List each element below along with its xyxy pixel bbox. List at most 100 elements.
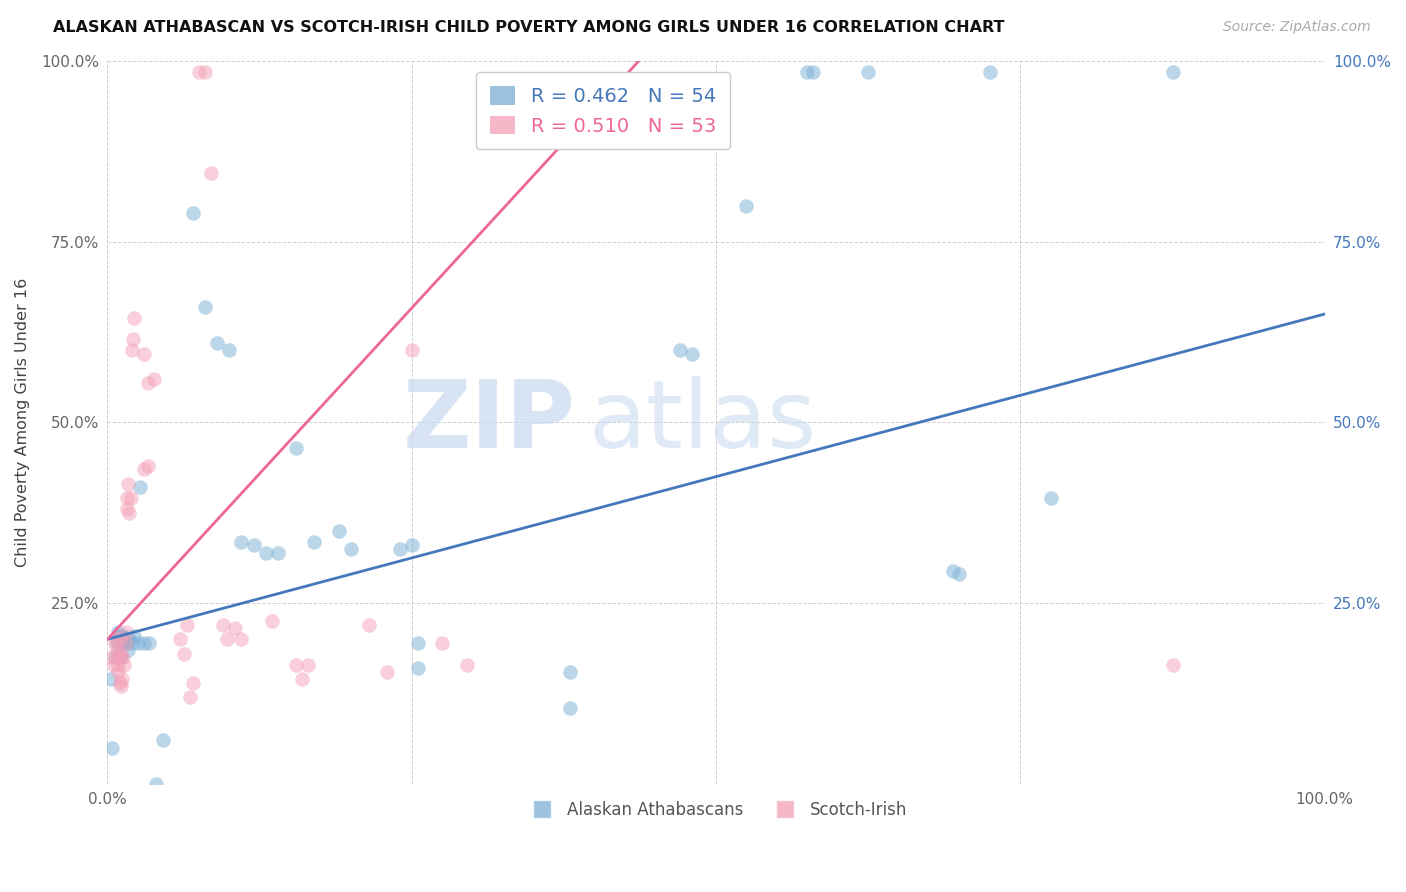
Text: ZIP: ZIP — [404, 376, 576, 468]
Point — [359, 617, 381, 632]
Point — [108, 650, 131, 665]
Point — [112, 629, 135, 643]
Point — [107, 632, 129, 647]
Point — [942, 564, 965, 578]
Point — [129, 480, 152, 494]
Point — [108, 647, 131, 661]
Point — [297, 657, 319, 672]
Point — [108, 636, 131, 650]
Point — [110, 650, 132, 665]
Point — [122, 332, 145, 346]
Point — [108, 632, 131, 647]
Point — [1161, 657, 1184, 672]
Point — [117, 476, 139, 491]
Point — [138, 636, 160, 650]
Point — [231, 534, 253, 549]
Point — [181, 675, 204, 690]
Point — [291, 672, 314, 686]
Point — [169, 632, 191, 647]
Point — [858, 65, 880, 79]
Point — [103, 657, 125, 672]
Point — [121, 343, 143, 358]
Point — [173, 647, 195, 661]
Text: ALASKAN ATHABASCAN VS SCOTCH-IRISH CHILD POVERTY AMONG GIRLS UNDER 16 CORRELATIO: ALASKAN ATHABASCAN VS SCOTCH-IRISH CHILD… — [53, 20, 1005, 35]
Point — [111, 629, 134, 643]
Point — [115, 502, 138, 516]
Point — [377, 665, 399, 679]
Point — [114, 632, 136, 647]
Point — [406, 661, 429, 675]
Point — [142, 372, 165, 386]
Point — [979, 65, 1001, 79]
Point — [122, 310, 145, 325]
Point — [136, 458, 159, 473]
Point — [132, 462, 155, 476]
Point — [401, 343, 423, 358]
Point — [176, 617, 198, 632]
Point — [110, 679, 132, 693]
Point — [948, 567, 970, 582]
Point — [108, 629, 131, 643]
Text: atlas: atlas — [588, 376, 817, 468]
Point — [304, 534, 326, 549]
Point — [105, 636, 128, 650]
Point — [100, 650, 122, 665]
Point — [681, 347, 703, 361]
Point — [100, 672, 122, 686]
Point — [430, 636, 453, 650]
Point — [114, 657, 136, 672]
Point — [117, 643, 139, 657]
Point — [152, 733, 174, 747]
Point — [558, 665, 581, 679]
Point — [122, 629, 145, 643]
Point — [194, 300, 217, 314]
Point — [112, 650, 135, 665]
Point — [285, 441, 308, 455]
Point — [120, 491, 142, 506]
Point — [136, 376, 159, 390]
Point — [254, 545, 277, 559]
Y-axis label: Child Poverty Among Girls Under 16: Child Poverty Among Girls Under 16 — [15, 277, 30, 567]
Point — [242, 538, 264, 552]
Point — [101, 740, 124, 755]
Point — [114, 625, 136, 640]
Point — [668, 343, 690, 358]
Point — [558, 701, 581, 715]
Point — [104, 636, 127, 650]
Point — [456, 657, 478, 672]
Point — [735, 199, 758, 213]
Point — [267, 545, 290, 559]
Point — [406, 636, 429, 650]
Point — [181, 206, 204, 220]
Point — [114, 636, 136, 650]
Point — [145, 777, 167, 791]
Point — [105, 650, 128, 665]
Point — [107, 625, 129, 640]
Point — [107, 665, 129, 679]
Point — [340, 541, 363, 556]
Point — [1161, 65, 1184, 79]
Point — [121, 636, 143, 650]
Point — [224, 621, 246, 635]
Point — [388, 541, 411, 556]
Point — [401, 538, 423, 552]
Point — [112, 636, 135, 650]
Point — [231, 632, 253, 647]
Point — [796, 65, 818, 79]
Text: Source: ZipAtlas.com: Source: ZipAtlas.com — [1223, 20, 1371, 34]
Point — [260, 614, 283, 628]
Point — [114, 636, 136, 650]
Point — [132, 347, 155, 361]
Point — [1039, 491, 1062, 506]
Point — [200, 166, 222, 180]
Point — [218, 343, 240, 358]
Point — [104, 632, 127, 647]
Point — [328, 524, 350, 538]
Point — [215, 632, 238, 647]
Point — [118, 506, 141, 520]
Point — [104, 650, 127, 665]
Point — [111, 672, 134, 686]
Point — [115, 636, 138, 650]
Point — [115, 491, 138, 506]
Point — [803, 65, 825, 79]
